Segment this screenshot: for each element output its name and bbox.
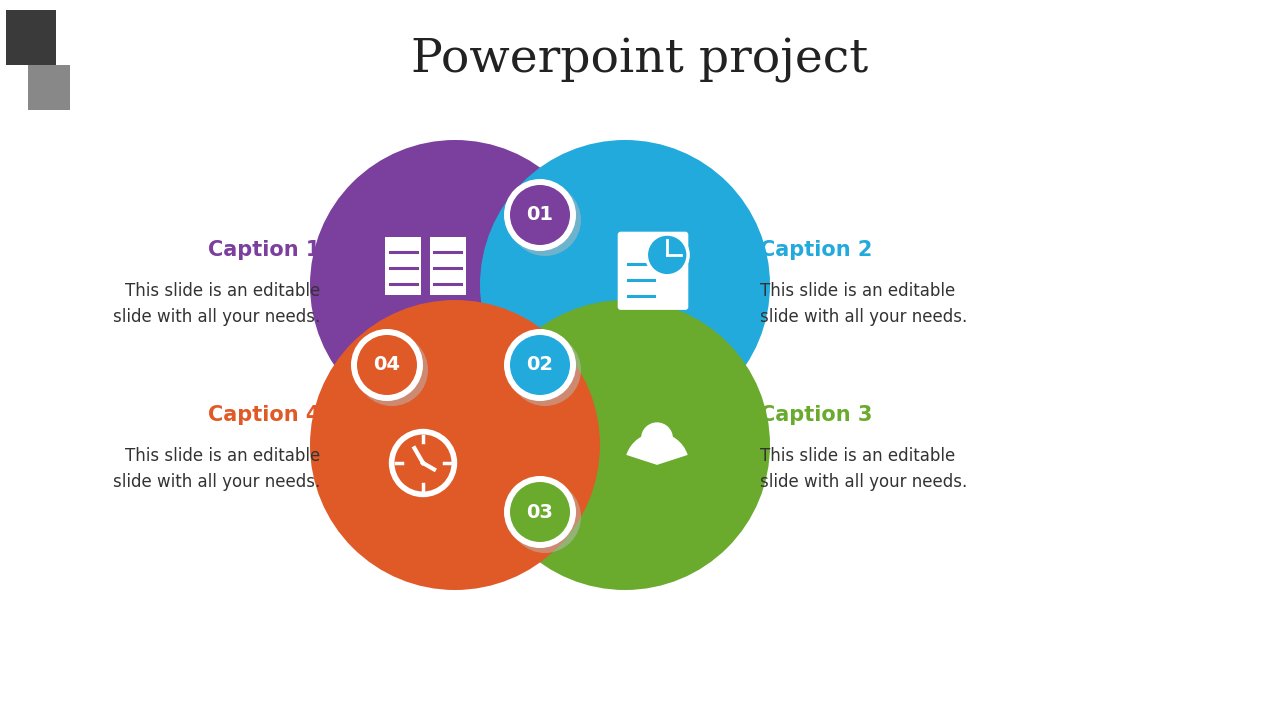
- Circle shape: [504, 179, 576, 251]
- Bar: [28, 65, 70, 110]
- Text: 02: 02: [526, 356, 553, 374]
- FancyBboxPatch shape: [618, 232, 689, 310]
- Circle shape: [394, 434, 452, 492]
- Circle shape: [310, 300, 600, 590]
- Circle shape: [356, 334, 428, 406]
- Bar: [385, 236, 421, 295]
- Text: This slide is an editable
slide with all your needs.: This slide is an editable slide with all…: [760, 282, 968, 326]
- Circle shape: [641, 423, 673, 454]
- Text: This slide is an editable
slide with all your needs.: This slide is an editable slide with all…: [113, 447, 320, 491]
- Wedge shape: [626, 433, 687, 465]
- Circle shape: [351, 329, 422, 401]
- Text: 01: 01: [526, 205, 553, 225]
- Circle shape: [509, 334, 581, 406]
- Text: Caption 4: Caption 4: [207, 405, 320, 425]
- Text: This slide is an editable
slide with all your needs.: This slide is an editable slide with all…: [113, 282, 320, 326]
- Bar: [430, 236, 466, 295]
- Circle shape: [646, 234, 689, 276]
- Text: Caption 3: Caption 3: [760, 405, 873, 425]
- Text: Powerpoint project: Powerpoint project: [411, 37, 869, 83]
- Circle shape: [504, 329, 576, 401]
- Circle shape: [310, 140, 600, 430]
- Circle shape: [509, 185, 570, 245]
- Circle shape: [421, 461, 425, 465]
- Circle shape: [509, 335, 570, 395]
- Text: Caption 2: Caption 2: [760, 240, 873, 260]
- Circle shape: [509, 481, 581, 553]
- Circle shape: [504, 476, 576, 548]
- Bar: [6, 10, 56, 65]
- Circle shape: [509, 482, 570, 542]
- Text: 03: 03: [526, 503, 553, 521]
- Text: 04: 04: [374, 356, 401, 374]
- Circle shape: [509, 184, 581, 256]
- Circle shape: [480, 300, 771, 590]
- Text: Caption 1: Caption 1: [207, 240, 320, 260]
- Circle shape: [357, 335, 417, 395]
- Circle shape: [389, 429, 457, 498]
- Text: This slide is an editable
slide with all your needs.: This slide is an editable slide with all…: [760, 447, 968, 491]
- Circle shape: [480, 140, 771, 430]
